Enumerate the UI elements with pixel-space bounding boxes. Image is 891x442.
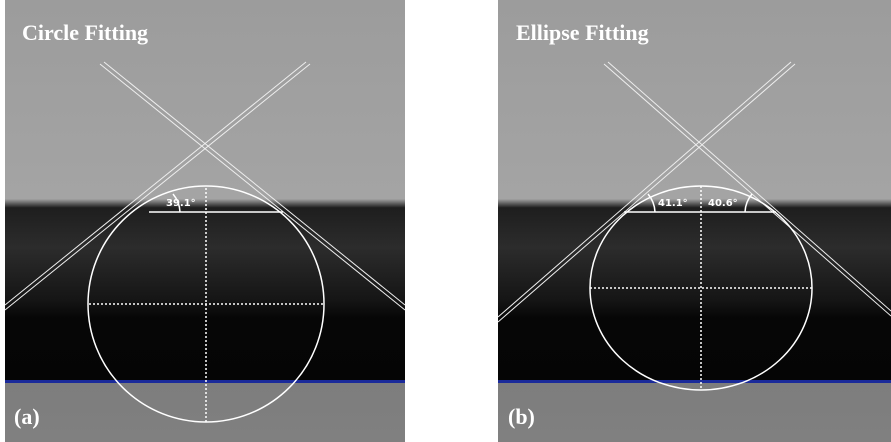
panel-label: (b) (508, 404, 535, 429)
angle: 41.1° (658, 198, 688, 209)
figure: 39.1° Circle Fitting (a) 41.1° 40.6° Ell… (0, 0, 891, 442)
panel-b: 41.1° 40.6° Ellipse Fitting (b) (498, 0, 891, 442)
photo (5, 0, 405, 442)
angle: 40.6° (708, 198, 738, 209)
panel-title: Ellipse Fitting (516, 20, 649, 45)
panel-title: Circle Fitting (22, 20, 148, 45)
photo (498, 0, 891, 442)
panel-a: 39.1° Circle Fitting (a) (5, 0, 405, 442)
panel-label: (a) (14, 404, 40, 429)
angle: 39.1° (166, 198, 196, 209)
